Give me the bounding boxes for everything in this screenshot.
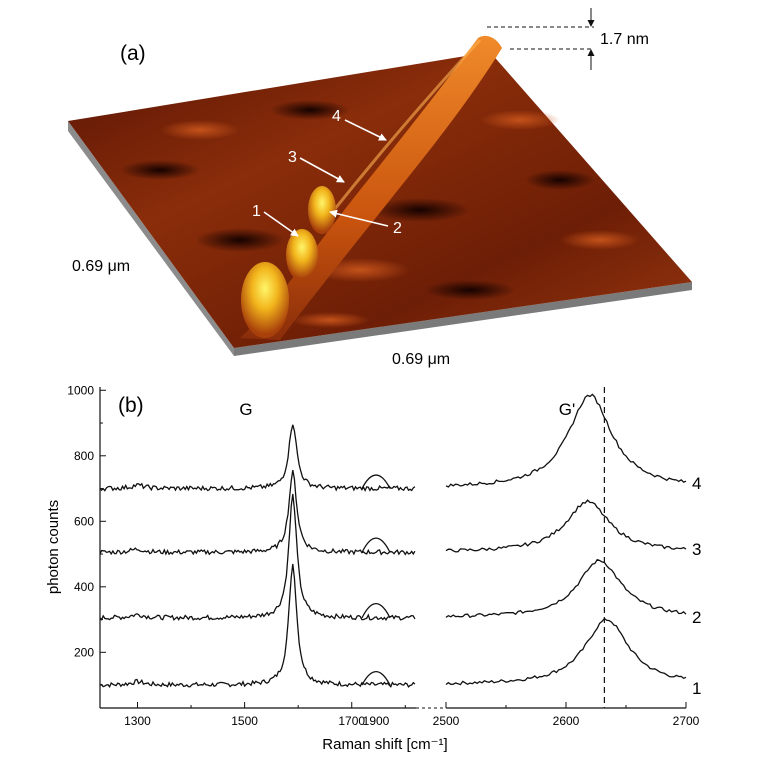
- bump-left: [241, 262, 289, 338]
- trace-label-1: 1: [692, 679, 701, 698]
- height-scale: 1.7 nm: [487, 8, 649, 70]
- point-label-2: 2: [393, 220, 402, 237]
- width-label-bottom: 0.69 μm: [392, 351, 450, 368]
- y-tick-label: 200: [74, 645, 94, 659]
- spectra-traces: [99, 393, 687, 688]
- spectrum-g-region-1: [99, 563, 416, 688]
- spectrum-g-prime-region-1: [445, 617, 687, 686]
- spectrum-d-bump-4: [361, 474, 391, 489]
- height-scale-label: 1.7 nm: [600, 31, 649, 48]
- point-label-4: 4: [332, 108, 341, 125]
- spectrum-d-bump-1: [361, 670, 391, 686]
- x-tick-label: 1700: [338, 714, 365, 728]
- point-label-1: 1: [252, 203, 261, 220]
- spectrum-d-bump-3: [361, 537, 391, 553]
- trace-label-2: 2: [692, 608, 701, 627]
- surface-texture: [120, 100, 640, 328]
- spectrum-d-bump-2: [361, 603, 391, 619]
- y-tick-label: 1000: [67, 383, 94, 397]
- afm-panel: 1 2 3 4 (a) 1.7 nm 0.69 μm 0.69 μm: [68, 8, 692, 368]
- y-tick-label: 400: [74, 580, 94, 594]
- x-tick-label: 1500: [231, 714, 258, 728]
- point-markers: 1 2 3 4: [252, 108, 402, 237]
- spectrum-g-prime-region-2: [445, 558, 687, 619]
- x-tick-label: 2700: [673, 714, 700, 728]
- panel-b-label: (b): [118, 394, 144, 417]
- bump-middle: [286, 229, 318, 281]
- trace-label-3: 3: [692, 540, 701, 559]
- x-tick-label: 1900: [363, 714, 390, 728]
- nanotube-ridge-highlight: [328, 38, 482, 216]
- y-tick-label: 800: [74, 449, 94, 463]
- surface-base-left: [68, 121, 234, 356]
- surface-base-front: [234, 282, 692, 356]
- g-prime-band-label: G': [559, 400, 575, 419]
- spectrum-g-region-3: [99, 469, 416, 556]
- x-axis-title: Raman shift [cm⁻¹]: [322, 736, 447, 753]
- y-axis-title: photon counts: [45, 500, 62, 594]
- trace-label-4: 4: [692, 474, 701, 493]
- g-band-label: G: [239, 400, 252, 419]
- bump-top: [308, 186, 336, 234]
- x-tick-label: 2600: [553, 714, 580, 728]
- spectrum-g-region-4: [99, 424, 416, 493]
- x-tick-label: 1300: [124, 714, 151, 728]
- spectrum-g-prime-region-3: [445, 499, 687, 553]
- panel-a-label: (a): [120, 42, 146, 65]
- spectrum-g-region-2: [99, 493, 416, 621]
- spectrum-g-prime-region-4: [445, 393, 687, 488]
- y-tick-label: 600: [74, 514, 94, 528]
- x-tick-label: 2500: [433, 714, 460, 728]
- raman-panel: (b) photon counts Raman shift [cm⁻¹] G G…: [45, 383, 701, 753]
- point-label-3: 3: [288, 149, 297, 166]
- width-label-left: 0.69 μm: [72, 258, 130, 275]
